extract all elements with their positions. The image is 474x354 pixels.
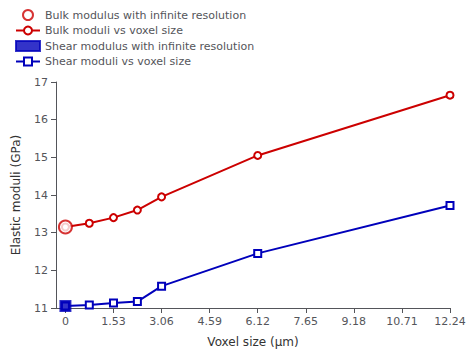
svg-text:Elastic moduli (GPa): Elastic moduli (GPa) (9, 135, 23, 255)
svg-text:12: 12 (34, 264, 48, 277)
svg-text:Bulk moduli vs voxel size: Bulk moduli vs voxel size (45, 24, 183, 37)
svg-text:1.53: 1.53 (101, 315, 126, 328)
svg-text:6.12: 6.12 (245, 315, 270, 328)
svg-text:0: 0 (62, 315, 69, 328)
svg-text:15: 15 (34, 151, 48, 164)
svg-text:Shear modulus with infinite re: Shear modulus with infinite resolution (45, 40, 254, 53)
svg-text:16: 16 (34, 113, 48, 126)
svg-text:9.18: 9.18 (342, 315, 367, 328)
svg-text:Shear moduli vs voxel size: Shear moduli vs voxel size (45, 55, 191, 68)
svg-text:11: 11 (34, 302, 48, 315)
svg-text:Bulk modulus with infinite res: Bulk modulus with infinite resolution (45, 9, 246, 22)
svg-text:4.59: 4.59 (197, 315, 222, 328)
svg-text:17: 17 (34, 76, 48, 89)
svg-text:3.06: 3.06 (149, 315, 174, 328)
svg-text:7.65: 7.65 (294, 315, 319, 328)
svg-text:14: 14 (34, 189, 48, 202)
svg-text:13: 13 (34, 226, 48, 239)
svg-text:12.24: 12.24 (434, 315, 466, 328)
svg-text:Voxel size (μm): Voxel size (μm) (207, 335, 298, 349)
svg-text:10.71: 10.71 (386, 315, 418, 328)
